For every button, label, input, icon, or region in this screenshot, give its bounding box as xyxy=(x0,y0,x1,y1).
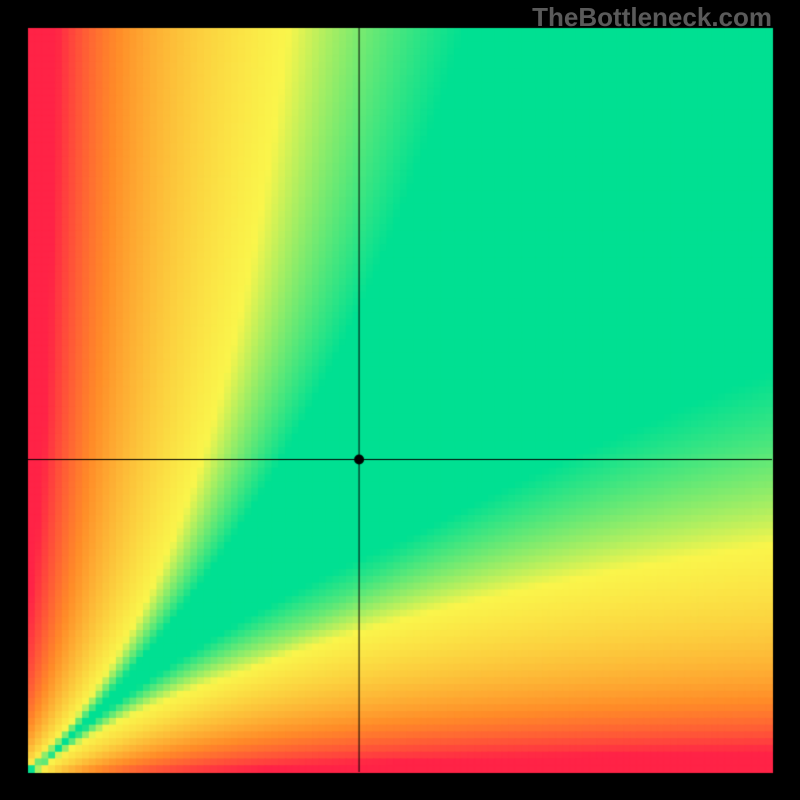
watermark-text: TheBottleneck.com xyxy=(532,2,772,33)
bottleneck-heatmap xyxy=(0,0,800,800)
chart-container: TheBottleneck.com xyxy=(0,0,800,800)
